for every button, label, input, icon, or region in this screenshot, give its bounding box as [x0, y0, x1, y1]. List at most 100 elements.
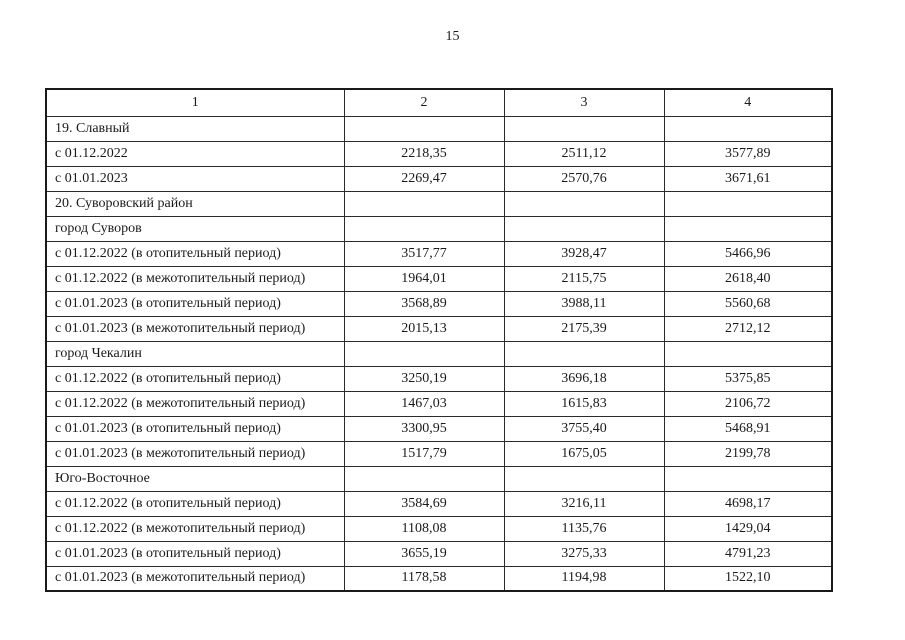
row-label: с 01.12.2022 (в межотопительный период)	[45, 265, 345, 292]
cell-value: 3755,40	[503, 415, 665, 442]
cell-value: 1964,01	[343, 265, 505, 292]
cell-value: 5375,85	[663, 365, 833, 392]
column-header-2: 2	[343, 88, 505, 117]
cell-value: 3568,89	[343, 290, 505, 317]
cell-value	[343, 190, 505, 217]
table-row: город Суворов	[45, 215, 833, 242]
column-header-3: 3	[503, 88, 665, 117]
cell-value: 2570,76	[503, 165, 665, 192]
table-row: 20. Суворовский район	[45, 190, 833, 217]
cell-value: 1178,58	[343, 565, 505, 592]
cell-value: 4698,17	[663, 490, 833, 517]
column-header-1: 1	[45, 88, 345, 117]
table-row: с 01.12.2022 (в межотопительный период) …	[45, 265, 833, 292]
cell-value: 3671,61	[663, 165, 833, 192]
page-number: 15	[445, 29, 460, 44]
row-label: с 01.12.2022	[45, 140, 345, 167]
row-label: Юго-Восточное	[45, 465, 345, 492]
row-label: с 01.12.2022 (в межотопительный период)	[45, 390, 345, 417]
row-label: город Суворов	[45, 215, 345, 242]
cell-value: 3250,19	[343, 365, 505, 392]
table-row: с 01.01.2023 2269,47 2570,76 3671,61	[45, 165, 833, 192]
cell-value: 5468,91	[663, 415, 833, 442]
cell-value: 3300,95	[343, 415, 505, 442]
row-label: с 01.12.2022 (в межотопительный период)	[45, 515, 345, 542]
row-label: с 01.12.2022 (в отопительный период)	[45, 240, 345, 267]
cell-value: 3655,19	[343, 540, 505, 567]
cell-value	[503, 115, 665, 142]
table-row: город Чекалин	[45, 340, 833, 367]
table-row: с 01.01.2023 (в межотопительный период) …	[45, 440, 833, 467]
table-row: с 01.01.2023 (в отопительный период) 356…	[45, 290, 833, 317]
cell-value	[663, 190, 833, 217]
cell-value: 2712,12	[663, 315, 833, 342]
row-label: с 01.12.2022 (в отопительный период)	[45, 365, 345, 392]
table-row: 19. Славный	[45, 115, 833, 142]
cell-value	[343, 465, 505, 492]
cell-value: 3988,11	[503, 290, 665, 317]
cell-value	[503, 340, 665, 367]
cell-value	[503, 215, 665, 242]
row-label: город Чекалин	[45, 340, 345, 367]
cell-value: 1194,98	[503, 565, 665, 592]
cell-value: 5560,68	[663, 290, 833, 317]
column-header-4: 4	[663, 88, 833, 117]
cell-value	[663, 215, 833, 242]
row-label: 19. Славный	[45, 115, 345, 142]
table-row: с 01.01.2023 (в межотопительный период) …	[45, 315, 833, 342]
cell-value	[663, 340, 833, 367]
cell-value: 1467,03	[343, 390, 505, 417]
cell-value: 2175,39	[503, 315, 665, 342]
row-label: с 01.01.2023 (в межотопительный период)	[45, 315, 345, 342]
table-row: с 01.12.2022 (в отопительный период) 351…	[45, 240, 833, 267]
cell-value: 1522,10	[663, 565, 833, 592]
cell-value	[663, 465, 833, 492]
row-label: с 01.12.2022 (в отопительный период)	[45, 490, 345, 517]
cell-value: 2106,72	[663, 390, 833, 417]
table-row: с 01.01.2023 (в отопительный период) 365…	[45, 540, 833, 567]
cell-value	[343, 340, 505, 367]
cell-value: 2115,75	[503, 265, 665, 292]
cell-value: 1675,05	[503, 440, 665, 467]
cell-value	[663, 115, 833, 142]
cell-value: 1615,83	[503, 390, 665, 417]
cell-value: 2218,35	[343, 140, 505, 167]
cell-value: 1517,79	[343, 440, 505, 467]
cell-value: 1135,76	[503, 515, 665, 542]
cell-value: 2015,13	[343, 315, 505, 342]
cell-value	[343, 215, 505, 242]
cell-value: 2199,78	[663, 440, 833, 467]
table-header-row: 1 2 3 4	[45, 88, 833, 117]
cell-value	[503, 190, 665, 217]
table-row: Юго-Восточное	[45, 465, 833, 492]
cell-value: 1108,08	[343, 515, 505, 542]
table-row: с 01.01.2023 (в межотопительный период) …	[45, 565, 833, 592]
row-label: с 01.01.2023 (в межотопительный период)	[45, 565, 345, 592]
table-row: с 01.12.2022 (в отопительный период) 358…	[45, 490, 833, 517]
cell-value: 5466,96	[663, 240, 833, 267]
table-row: с 01.12.2022 (в отопительный период) 325…	[45, 365, 833, 392]
row-label: 20. Суворовский район	[45, 190, 345, 217]
cell-value: 4791,23	[663, 540, 833, 567]
cell-value: 3928,47	[503, 240, 665, 267]
cell-value: 2511,12	[503, 140, 665, 167]
cell-value: 3577,89	[663, 140, 833, 167]
cell-value: 3275,33	[503, 540, 665, 567]
tariff-table: 1 2 3 4 19. Славный с 01.12.2022 2218,35…	[45, 88, 833, 592]
row-label: с 01.01.2023	[45, 165, 345, 192]
cell-value: 2618,40	[663, 265, 833, 292]
cell-value: 3696,18	[503, 365, 665, 392]
row-label: с 01.01.2023 (в отопительный период)	[45, 415, 345, 442]
row-label: с 01.01.2023 (в отопительный период)	[45, 540, 345, 567]
cell-value: 1429,04	[663, 515, 833, 542]
table-row: с 01.12.2022 (в межотопительный период) …	[45, 515, 833, 542]
row-label: с 01.01.2023 (в межотопительный период)	[45, 440, 345, 467]
cell-value	[503, 465, 665, 492]
cell-value: 3216,11	[503, 490, 665, 517]
table-row: с 01.01.2023 (в отопительный период) 330…	[45, 415, 833, 442]
table-row: с 01.12.2022 (в межотопительный период) …	[45, 390, 833, 417]
cell-value: 3584,69	[343, 490, 505, 517]
cell-value	[343, 115, 505, 142]
table-row: с 01.12.2022 2218,35 2511,12 3577,89	[45, 140, 833, 167]
cell-value: 3517,77	[343, 240, 505, 267]
